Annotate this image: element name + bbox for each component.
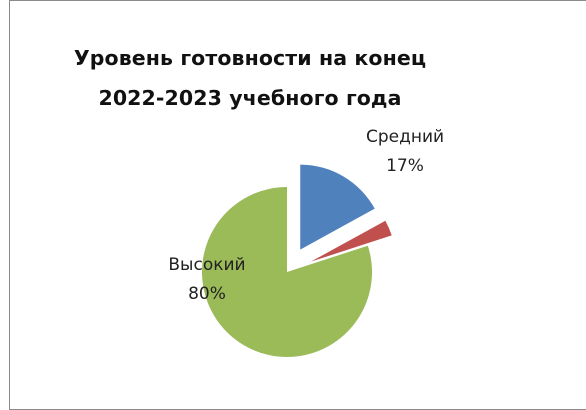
chart-title-line-1: Уровень готовности на конец: [73, 46, 427, 70]
chart-title-line-2: 2022-2023 учебного года: [98, 86, 402, 110]
pie-slice-slice-1: [310, 220, 392, 262]
pie-slice-Средний: [300, 164, 375, 250]
pie-slices: [202, 164, 392, 357]
slice-label-name: Высокий: [168, 255, 245, 275]
pie-slice-Высокий: [202, 187, 373, 357]
slice-label-name: Средний: [366, 127, 444, 147]
slice-label-value: 17%: [386, 156, 424, 176]
chart-title: Уровень готовности на конец 2022-2023 уч…: [30, 38, 470, 118]
slice-label-value: 80%: [188, 284, 226, 304]
pie-labels: Средний 17% Высокий 80%: [168, 127, 444, 304]
